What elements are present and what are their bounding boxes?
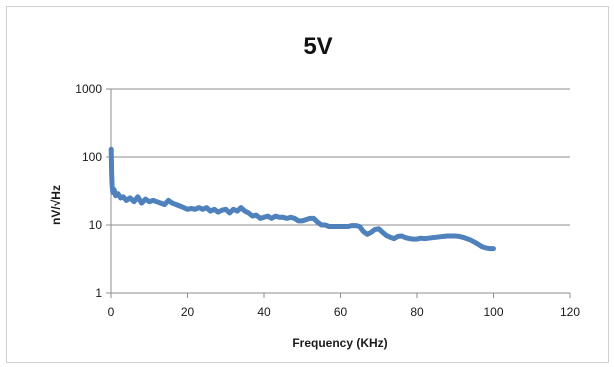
x-tick-label-80: 80 [410,305,424,319]
chart-title: 5V [303,33,332,60]
x-tick-label-20: 20 [181,305,195,319]
y-tick-labels: 1 10 100 1000 [75,82,102,300]
chart-frame: 5V 1 10 100 1000 0 20 40 60 80 100 120 Frequency … [6,6,609,363]
y-tick-label-1: 1 [95,286,102,300]
x-tick-label-100: 100 [483,305,503,319]
y-tick-label-100: 100 [82,150,102,164]
x-tick-label-0: 0 [108,305,115,319]
series-group [108,146,496,252]
x-tick-label-40: 40 [257,305,271,319]
y-tick-label-10: 10 [89,218,103,232]
x-tick-label-120: 120 [560,305,580,319]
y-axis-title: nV/√Hz [49,185,63,225]
chart-canvas: 5V 1 10 100 1000 0 20 40 60 80 100 120 Frequency … [49,33,581,350]
x-tick-labels: 0 20 40 60 80 100 120 [108,305,581,319]
series-line-0 [108,146,496,252]
x-tick-label-60: 60 [334,305,348,319]
x-axis-title: Frequency (KHz) [292,336,387,350]
y-tick-label-1000: 1000 [75,82,102,96]
axes [106,88,571,298]
